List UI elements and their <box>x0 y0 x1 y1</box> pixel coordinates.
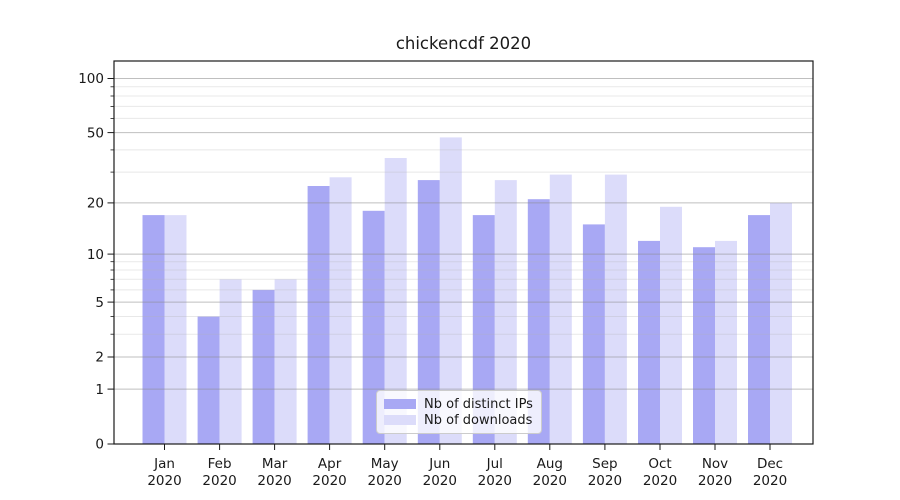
y-tick-label: 50 <box>87 125 104 141</box>
x-tick-label-year: 2020 <box>257 473 291 489</box>
y-tick-label: 10 <box>87 247 104 263</box>
x-tick-label-month: Oct <box>648 456 671 472</box>
bar-downloads-feb <box>219 279 242 444</box>
y-tick-label: 2 <box>95 350 104 366</box>
bar-distinct-ips-jul <box>472 215 495 444</box>
bar-distinct-ips-apr <box>307 186 330 444</box>
bar-downloads-jul <box>494 180 517 444</box>
x-tick-label-month: Apr <box>318 456 342 472</box>
legend-swatch-downloads <box>384 415 416 425</box>
x-tick-label-year: 2020 <box>698 473 732 489</box>
x-tick-label-year: 2020 <box>147 473 181 489</box>
x-tick-label-month: Jul <box>486 456 503 472</box>
x-tick-label-year: 2020 <box>753 473 787 489</box>
x-tick-label-year: 2020 <box>588 473 622 489</box>
legend: Nb of distinct IPs Nb of downloads <box>376 390 542 434</box>
x-tick-label-month: Jan <box>153 456 175 472</box>
x-tick-label-year: 2020 <box>478 473 512 489</box>
bar-distinct-ips-aug <box>527 199 550 444</box>
bar-distinct-ips-jun <box>417 180 440 444</box>
bar-distinct-ips-dec <box>748 215 770 444</box>
y-tick-label: 0 <box>95 437 104 453</box>
x-tick-label-month: Sep <box>592 456 617 472</box>
y-tick-label: 1 <box>95 382 104 398</box>
bar-distinct-ips-oct <box>638 240 660 444</box>
bar-distinct-ips-feb <box>197 316 220 444</box>
bar-downloads-nov <box>715 240 737 444</box>
legend-item-downloads: Nb of downloads <box>384 412 535 428</box>
bar-downloads-sep <box>604 174 627 444</box>
bar-distinct-ips-nov <box>693 247 715 444</box>
x-tick-label-month: Aug <box>537 456 563 472</box>
y-tick-label: 100 <box>78 71 104 87</box>
bar-downloads-aug <box>549 174 572 444</box>
x-tick-label-year: 2020 <box>423 473 457 489</box>
bar-downloads-apr <box>329 177 352 445</box>
x-tick-label-month: Jun <box>428 456 450 472</box>
bar-distinct-ips-mar <box>252 289 275 444</box>
x-tick-label-year: 2020 <box>368 473 402 489</box>
bar-downloads-jan <box>164 215 187 444</box>
x-tick-label-month: Mar <box>262 456 288 472</box>
bar-downloads-oct <box>660 206 682 444</box>
bar-distinct-ips-jan <box>142 215 165 444</box>
x-tick-label-month: May <box>371 456 399 472</box>
legend-swatch-distinct-ips <box>384 399 416 409</box>
bar-downloads-dec <box>770 202 792 444</box>
bar-downloads-jun <box>439 137 462 444</box>
legend-label-distinct-ips: Nb of distinct IPs <box>424 396 533 412</box>
bar-downloads-mar <box>274 279 297 444</box>
x-tick-label-year: 2020 <box>312 473 346 489</box>
x-tick-label-year: 2020 <box>533 473 567 489</box>
plot-border <box>113 60 814 445</box>
legend-label-downloads: Nb of downloads <box>424 412 533 428</box>
y-tick-label: 5 <box>95 295 104 311</box>
bar-distinct-ips-may <box>362 210 385 444</box>
x-tick-label-month: Dec <box>757 456 783 472</box>
x-tick-label-year: 2020 <box>643 473 677 489</box>
x-tick-label-month: Nov <box>702 456 728 472</box>
x-tick-label-year: 2020 <box>202 473 236 489</box>
legend-item-distinct-ips: Nb of distinct IPs <box>384 396 535 412</box>
x-tick-label-month: Feb <box>208 456 232 472</box>
bar-downloads-may <box>384 158 407 444</box>
chart-title: chickencdf 2020 <box>395 34 532 53</box>
y-tick-label: 20 <box>87 196 104 212</box>
